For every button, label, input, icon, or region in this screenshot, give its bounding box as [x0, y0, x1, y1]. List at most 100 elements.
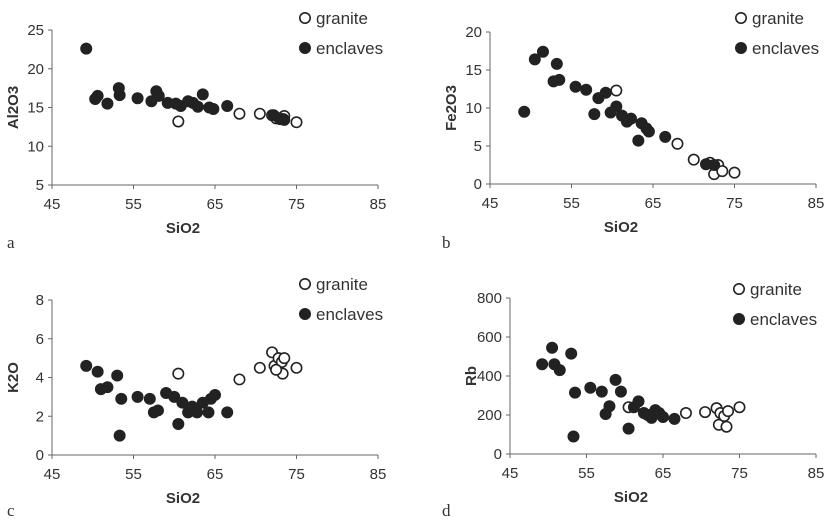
enclaves-point: [221, 406, 234, 419]
enclaves-point: [599, 86, 612, 99]
enclaves-point: [580, 83, 593, 96]
legend-enclaves-marker: [734, 41, 747, 54]
enclaves-point: [659, 130, 672, 143]
enclaves-point: [536, 358, 549, 371]
chart-panel-d: 0 200 400 600 800 45 55 65 75 85 SiO2 Rb d granite enc…: [442, 280, 824, 520]
legend-label: enclaves: [752, 39, 819, 58]
granite-point: [699, 406, 712, 419]
x-axis-label: SiO2: [614, 489, 648, 506]
legend-enclaves-marker: [732, 312, 745, 325]
enclaves-point: [80, 359, 93, 372]
enclaves-point: [569, 80, 582, 93]
enclaves-point: [176, 396, 189, 409]
legend-enclaves-marker: [298, 41, 311, 54]
legend-granite-marker: [298, 277, 311, 290]
legend-label: enclaves: [316, 305, 383, 324]
x-tick-label: 45: [44, 466, 61, 483]
granite-point: [733, 401, 746, 414]
x-tick-label: 85: [808, 195, 825, 212]
x-tick-label: 45: [502, 465, 519, 482]
enclaves-point: [603, 400, 616, 413]
enclaves-point: [143, 392, 156, 405]
y-axis-label: Fe2O3: [443, 85, 460, 131]
x-tick-label: 45: [44, 196, 61, 213]
enclaves-point: [80, 42, 93, 55]
granite-point: [679, 407, 692, 420]
enclaves-point: [151, 404, 164, 417]
granite-point: [172, 367, 185, 380]
y-axis-label: Rb: [463, 366, 480, 386]
y-tick-label: 600: [477, 329, 502, 346]
enclaves-point: [191, 100, 204, 113]
enclaves-point: [632, 134, 645, 147]
enclaves-point: [168, 390, 181, 403]
granite-point: [290, 361, 303, 374]
enclaves-point: [202, 406, 215, 419]
legend-granite-marker: [732, 282, 745, 295]
enclaves-point: [668, 412, 681, 425]
x-axis-label: SiO2: [166, 490, 200, 507]
granite-point: [720, 420, 733, 433]
enclaves-point: [113, 89, 126, 102]
legend-label: granite: [750, 280, 802, 299]
enclaves-point: [209, 388, 222, 401]
granite-point: [233, 373, 246, 386]
enclaves-point: [565, 347, 578, 360]
granite-point: [728, 166, 741, 179]
y-tick-label: 200: [477, 407, 502, 424]
enclaves-point: [528, 53, 541, 66]
granite-point: [610, 84, 623, 97]
enclaves-point: [221, 99, 234, 112]
legend-label: granite: [316, 275, 368, 294]
granite-point: [172, 115, 185, 128]
enclaves-point: [553, 364, 566, 377]
enclaves-point: [708, 159, 721, 172]
enclaves-point: [131, 390, 144, 403]
y-tick-label: 5: [474, 138, 482, 155]
x-tick-label: 55: [578, 465, 595, 482]
x-tick-label: 45: [482, 195, 499, 212]
legend-label: granite: [752, 9, 804, 28]
y-tick-label: 15: [465, 62, 482, 79]
enclaves-point: [624, 112, 637, 125]
y-tick-label: 15: [27, 100, 44, 117]
x-tick-label: 75: [726, 195, 743, 212]
enclaves-point: [588, 108, 601, 121]
x-tick-label: 85: [808, 465, 825, 482]
x-tick-label: 65: [207, 196, 224, 213]
enclaves-point: [632, 395, 645, 408]
granite-point: [233, 107, 246, 120]
granite-point: [722, 405, 735, 418]
y-tick-label: 800: [477, 290, 502, 307]
granite-point: [290, 116, 303, 129]
enclaves-point: [536, 45, 549, 58]
y-tick-label: 400: [477, 368, 502, 385]
chart-panel-b: 0 5 10 15 20 45 55 65 75 85 SiO2 Fe2O3 b granite encla…: [442, 9, 824, 252]
legend-label: enclaves: [750, 310, 817, 329]
enclaves-point: [115, 392, 128, 405]
chart-panel-c: 0 2 4 6 8 45 55 65 75 85 SiO2 K2O c granite enclaves: [5, 275, 386, 520]
enclaves-point: [131, 92, 144, 105]
enclaves-point: [610, 100, 623, 113]
y-tick-label: 2: [36, 408, 44, 425]
enclaves-point: [91, 89, 104, 102]
enclaves-point: [518, 105, 531, 118]
enclaves-point: [546, 341, 559, 354]
chart-panel-a: 5 10 15 20 25 45 55 65 75 85 SiO2 Al2O3 a granite encl…: [5, 9, 386, 252]
enclaves-point: [642, 125, 655, 138]
enclaves-point: [207, 103, 220, 116]
granite-point: [716, 165, 729, 178]
x-tick-label: 85: [370, 466, 387, 483]
x-tick-label: 85: [370, 196, 387, 213]
enclaves-point: [172, 417, 185, 430]
enclaves-point: [622, 422, 635, 435]
x-axis-label: SiO2: [604, 219, 638, 236]
enclaves-point: [569, 386, 582, 399]
granite-point: [278, 352, 291, 365]
panel-letter: b: [442, 233, 451, 252]
panel-letter: a: [7, 233, 15, 252]
x-axis-label: SiO2: [166, 220, 200, 237]
enclaves-point: [91, 365, 104, 378]
granite-point: [671, 137, 684, 150]
x-tick-label: 55: [125, 196, 142, 213]
